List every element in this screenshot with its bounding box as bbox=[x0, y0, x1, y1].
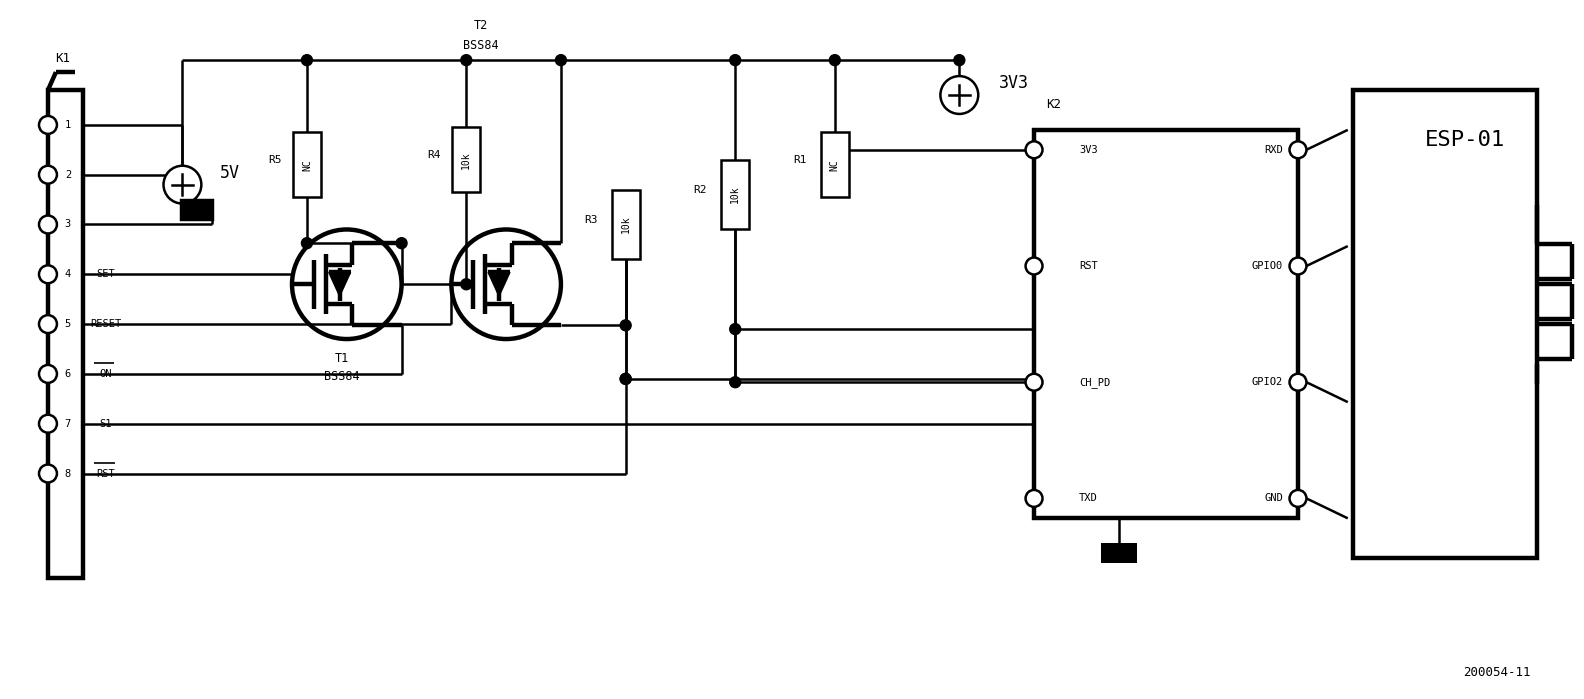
Polygon shape bbox=[329, 272, 350, 296]
Circle shape bbox=[301, 238, 312, 249]
Circle shape bbox=[830, 55, 840, 66]
Text: 4: 4 bbox=[65, 269, 71, 280]
Text: S1: S1 bbox=[100, 419, 112, 428]
Bar bbox=[1034, 130, 1297, 519]
Circle shape bbox=[40, 415, 57, 433]
Circle shape bbox=[301, 55, 312, 66]
Circle shape bbox=[954, 55, 965, 66]
Text: GPIO0: GPIO0 bbox=[1251, 261, 1283, 271]
Bar bbox=[48, 90, 82, 578]
Text: TXD: TXD bbox=[1079, 493, 1098, 503]
Text: 7: 7 bbox=[65, 419, 71, 428]
Circle shape bbox=[621, 320, 630, 331]
Circle shape bbox=[1025, 490, 1042, 507]
Text: 8: 8 bbox=[65, 468, 71, 479]
Text: R1: R1 bbox=[794, 154, 806, 165]
Circle shape bbox=[163, 166, 201, 203]
Circle shape bbox=[396, 238, 407, 249]
Circle shape bbox=[40, 166, 57, 184]
Circle shape bbox=[621, 373, 630, 384]
Circle shape bbox=[461, 279, 472, 290]
Text: R5: R5 bbox=[268, 154, 282, 165]
Text: CH_PD: CH_PD bbox=[1079, 377, 1110, 388]
Circle shape bbox=[1289, 490, 1307, 507]
Text: 2: 2 bbox=[65, 170, 71, 180]
Circle shape bbox=[40, 315, 57, 333]
Text: K1: K1 bbox=[55, 52, 70, 65]
Bar bbox=[721, 160, 749, 229]
Text: RESET: RESET bbox=[90, 319, 122, 329]
Circle shape bbox=[461, 55, 472, 66]
Text: ON: ON bbox=[100, 369, 112, 379]
Text: 5: 5 bbox=[65, 319, 71, 329]
Bar bbox=[293, 132, 322, 197]
Text: T1: T1 bbox=[334, 352, 348, 366]
Text: 10k: 10k bbox=[730, 186, 740, 203]
Text: 3V3: 3V3 bbox=[1079, 145, 1098, 154]
Circle shape bbox=[1025, 141, 1042, 158]
Circle shape bbox=[941, 76, 979, 114]
Circle shape bbox=[40, 365, 57, 383]
Bar bbox=[453, 127, 480, 192]
Text: GND: GND bbox=[1264, 493, 1283, 503]
Circle shape bbox=[1289, 374, 1307, 391]
Bar bbox=[182, 201, 212, 219]
Bar bbox=[821, 132, 849, 197]
Bar bbox=[611, 189, 640, 259]
Text: R2: R2 bbox=[694, 185, 706, 194]
Circle shape bbox=[556, 55, 567, 66]
Text: BSS84: BSS84 bbox=[464, 38, 499, 52]
Text: ESP-01: ESP-01 bbox=[1424, 130, 1505, 150]
Text: 5V: 5V bbox=[220, 164, 241, 182]
Text: BSS84: BSS84 bbox=[325, 370, 360, 383]
Text: 10k: 10k bbox=[621, 216, 630, 233]
Text: T2: T2 bbox=[474, 19, 488, 31]
Text: R3: R3 bbox=[584, 215, 597, 224]
Bar bbox=[1101, 543, 1137, 563]
Circle shape bbox=[40, 116, 57, 134]
Circle shape bbox=[730, 55, 741, 66]
Bar bbox=[1353, 90, 1536, 559]
Circle shape bbox=[40, 215, 57, 233]
Circle shape bbox=[1025, 257, 1042, 275]
Text: NC: NC bbox=[303, 159, 312, 171]
Circle shape bbox=[730, 377, 741, 388]
Circle shape bbox=[40, 465, 57, 482]
Text: R4: R4 bbox=[428, 150, 442, 160]
Text: RST: RST bbox=[97, 468, 116, 479]
Text: 200054-11: 200054-11 bbox=[1464, 666, 1532, 679]
Circle shape bbox=[1289, 141, 1307, 158]
Text: SET: SET bbox=[97, 269, 116, 280]
Circle shape bbox=[291, 229, 402, 339]
Text: K2: K2 bbox=[1047, 99, 1061, 111]
Text: 1: 1 bbox=[65, 120, 71, 130]
Text: 10k: 10k bbox=[461, 151, 472, 168]
Circle shape bbox=[451, 229, 561, 339]
Bar bbox=[182, 201, 212, 219]
Text: RST: RST bbox=[1079, 261, 1098, 271]
Circle shape bbox=[1289, 257, 1307, 275]
Text: NC: NC bbox=[830, 159, 840, 171]
Polygon shape bbox=[488, 272, 510, 296]
Circle shape bbox=[730, 324, 741, 335]
Circle shape bbox=[621, 373, 630, 384]
Text: 3: 3 bbox=[65, 219, 71, 229]
Circle shape bbox=[40, 266, 57, 283]
Circle shape bbox=[1025, 374, 1042, 391]
Text: GPIO2: GPIO2 bbox=[1251, 377, 1283, 387]
Text: 6: 6 bbox=[65, 369, 71, 379]
Text: RXD: RXD bbox=[1264, 145, 1283, 154]
Text: 3V3: 3V3 bbox=[1000, 74, 1030, 92]
